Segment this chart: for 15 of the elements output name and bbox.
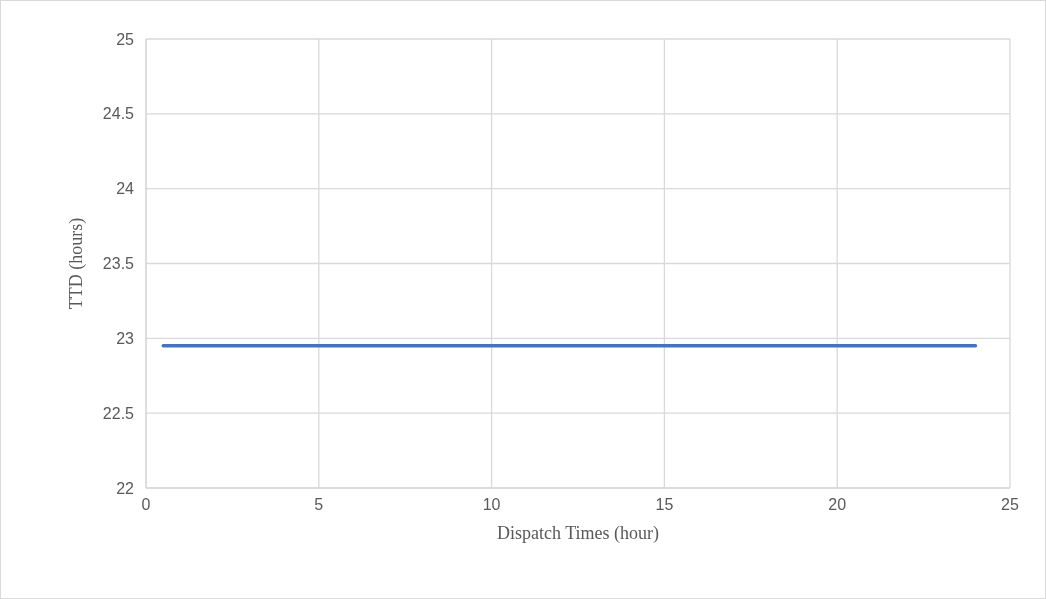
x-tick-label: 15 [655,496,674,513]
y-tick-label: 25 [116,30,135,48]
y-tick-label: 24.5 [102,105,135,123]
y-tick-label: 23 [116,329,135,347]
y-axis-title: TTD (hours) [66,217,87,310]
y-tick-label: 22.5 [102,404,135,422]
x-tick-label: 20 [828,496,847,513]
x-tick-label: 10 [482,496,501,513]
x-axis-title: Dispatch Times (hour) [497,523,660,544]
x-tick-label: 5 [314,496,324,513]
y-tick-label: 22 [116,479,135,497]
x-tick-label: 25 [1001,496,1019,513]
y-tick-label: 24 [116,180,135,198]
y-tick-label: 23.5 [102,255,135,273]
x-tick-label: 0 [141,496,151,513]
